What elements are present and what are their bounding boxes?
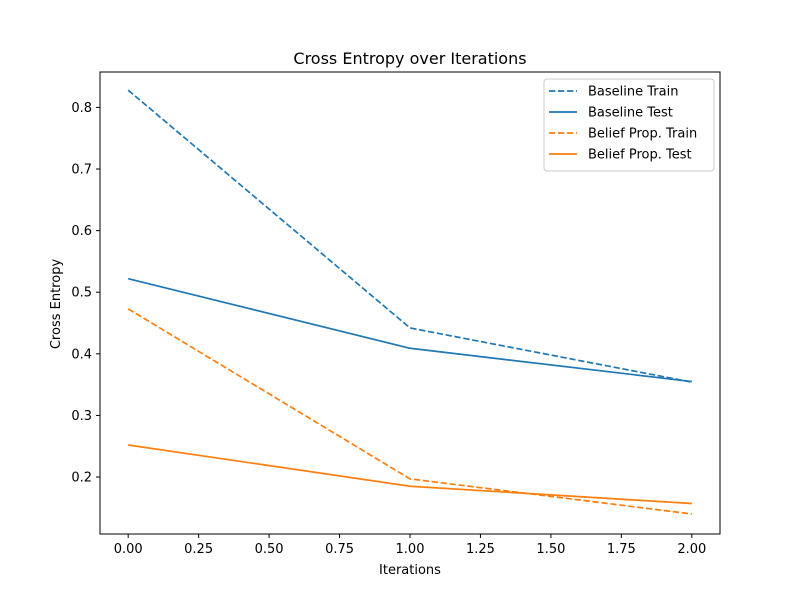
legend-label-1: Baseline Test — [588, 106, 673, 121]
y-tick-label: 0.6 — [71, 224, 92, 239]
x-tick-label: 1.00 — [396, 542, 425, 557]
legend-label-3: Belief Prop. Test — [588, 148, 692, 163]
legend: Baseline Train Baseline Test Belief Prop. … — [543, 78, 715, 172]
x-tick-label: 0.00 — [114, 542, 143, 557]
x-tick-label: 0.75 — [325, 542, 354, 557]
chart-title: Cross Entropy over Iterations — [293, 49, 526, 68]
legend-box — [543, 78, 715, 172]
series-line-0 — [127, 89, 692, 383]
x-tick-label: 0.25 — [184, 542, 213, 557]
y-tick-label: 0.5 — [71, 286, 92, 301]
x-tick-label: 2.00 — [677, 542, 706, 557]
series-line-3 — [128, 444, 692, 505]
y-tick-label: 0.4 — [71, 347, 92, 362]
y-tick-label: 0.8 — [71, 101, 92, 116]
legend-label-2: Belief Prop. Train — [588, 127, 697, 142]
x-tick-label: 1.50 — [536, 542, 565, 557]
series-line-1 — [127, 277, 692, 383]
plot-marks — [127, 89, 692, 515]
y-axis-label: Cross Entropy — [49, 259, 64, 350]
y-axis-ticks: 0.2 0.3 0.4 0.5 0.6 0.7 0.8 — [71, 101, 100, 486]
y-tick-label: 0.3 — [71, 409, 92, 424]
legend-label-0: Baseline Train — [588, 85, 678, 100]
y-tick-label: 0.2 — [71, 471, 92, 486]
x-tick-label: 1.25 — [466, 542, 495, 557]
x-axis-label: Iterations — [379, 563, 441, 578]
series-line-2 — [127, 308, 692, 515]
x-tick-label: 1.75 — [607, 542, 636, 557]
x-axis-ticks: 0.00 0.25 0.50 0.75 1.00 1.25 1.50 1.75 2.00 — [114, 534, 706, 557]
x-tick-label: 0.50 — [255, 542, 284, 557]
y-tick-label: 0.7 — [71, 163, 92, 178]
